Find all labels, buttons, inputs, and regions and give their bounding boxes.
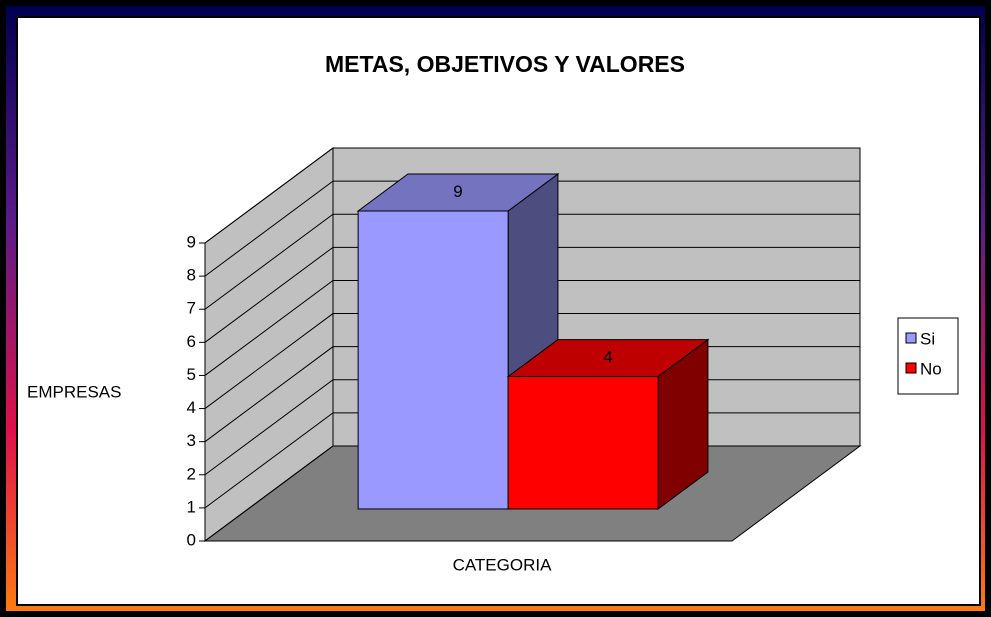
data-label: 4 [603, 348, 612, 367]
x-axis-label: CATEGORIA [453, 555, 553, 574]
data-label: 9 [453, 182, 462, 201]
legend-swatch [905, 362, 917, 374]
grid-line [204, 213, 860, 310]
y-tick-label: 3 [187, 431, 196, 450]
legend-box [897, 317, 959, 395]
grid-line [204, 246, 860, 343]
chart-title: METAS, OBJETIVOS Y VALORES [325, 51, 685, 77]
legend-label: Si [920, 329, 935, 348]
y-tick-label: 4 [187, 398, 196, 417]
y-tick-label: 7 [187, 299, 196, 318]
grid-line [204, 313, 860, 409]
grid-line [204, 147, 860, 244]
bar [357, 210, 509, 510]
y-axis-label: EMPRESAS [27, 382, 121, 401]
bar [507, 376, 659, 510]
y-tick-label: 9 [187, 232, 196, 251]
y-tick-label: 8 [187, 266, 196, 285]
legend-label: No [920, 359, 942, 378]
y-tick-label: 2 [187, 464, 196, 483]
y-tick-label: 5 [187, 365, 196, 384]
grid-line [204, 279, 860, 376]
y-tick-label: 1 [187, 497, 196, 516]
y-tick-label: 6 [187, 332, 196, 351]
y-tick-label: 0 [187, 530, 196, 549]
grid-line [204, 180, 860, 277]
legend-swatch [905, 332, 917, 344]
